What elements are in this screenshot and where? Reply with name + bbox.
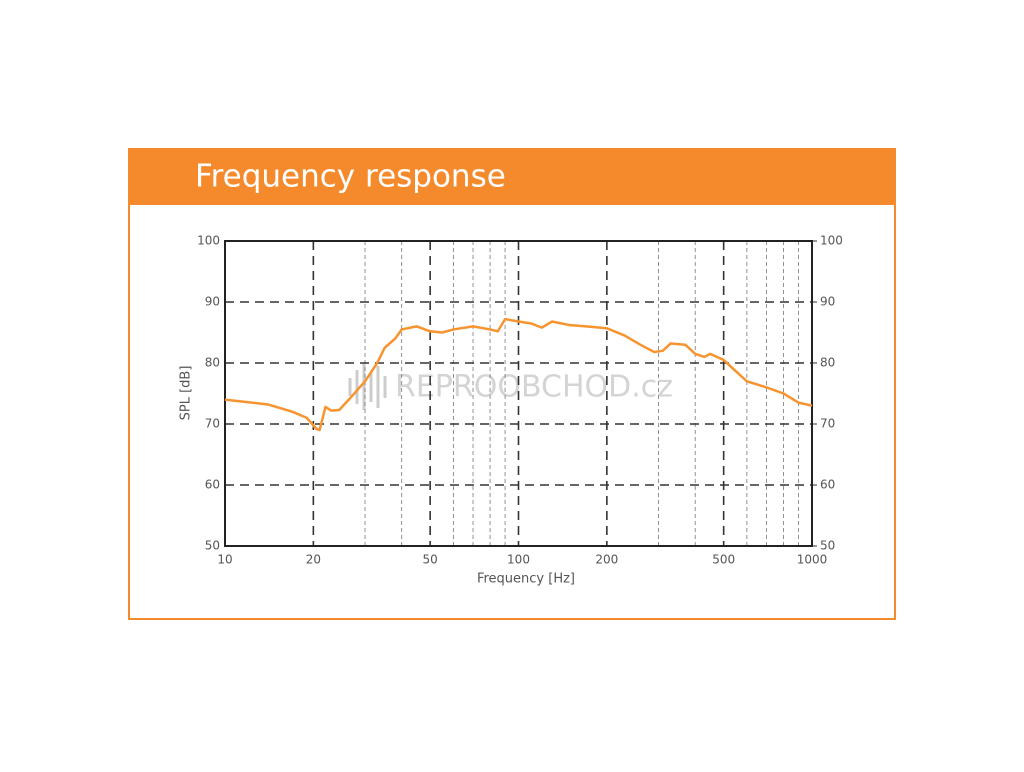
frame [128,148,896,620]
y-tick-label: 90 [205,295,220,309]
x-tick-label: 500 [712,553,735,567]
y2-tick-label: 60 [820,478,835,492]
plot-border [224,240,813,547]
y2-tick-label: 50 [820,539,835,553]
x-tick-label: 200 [595,553,618,567]
y-axis-label: SPL [dB] [179,366,194,421]
x-tick-label: 50 [423,553,438,567]
y2-tick-label: 100 [820,234,843,248]
y-tick-label: 60 [205,478,220,492]
x-tick-label: 10 [217,553,232,567]
y-tick-label: 80 [205,356,220,370]
header-band [129,149,895,205]
y-tick-label: 50 [205,539,220,553]
x-tick-label: 1000 [797,553,828,567]
y2-tick-label: 80 [820,356,835,370]
chart-title: Frequency response [195,159,506,195]
y2-tick-label: 90 [820,295,835,309]
x-axis-label: Frequency [Hz] [477,572,575,587]
x-tick-label: 20 [306,553,321,567]
x-tick-label: 100 [507,553,530,567]
y-tick-label: 70 [205,417,220,431]
watermark-icon [348,364,387,410]
watermark: REPROOBCHOD.cz [395,370,673,405]
series-line [224,317,813,432]
y-tick-label: 100 [197,234,220,248]
y2-tick-label: 70 [820,417,835,431]
